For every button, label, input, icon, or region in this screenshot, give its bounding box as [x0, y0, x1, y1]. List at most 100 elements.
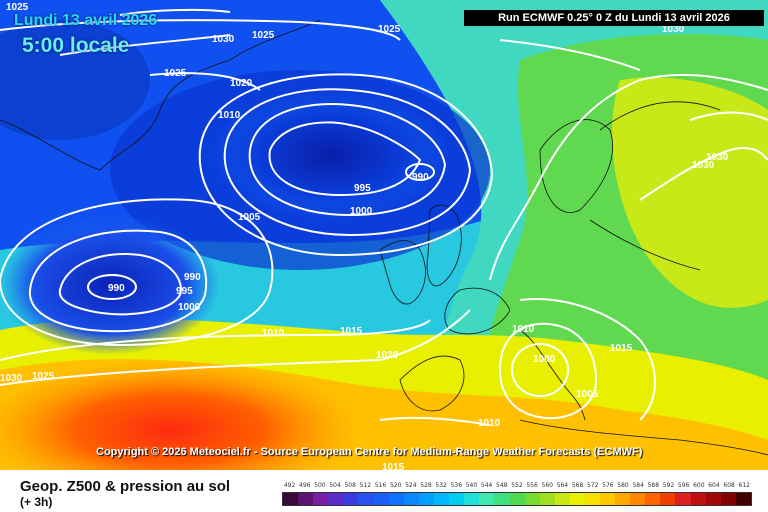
scale-tick-label: 600 [693, 482, 705, 489]
scale-swatch [645, 493, 661, 505]
isobar-label: 1000 [350, 206, 373, 217]
scale-swatch [388, 493, 404, 505]
isobar-label: 1030 [212, 34, 235, 45]
scale-tick-label: 520 [389, 482, 402, 489]
scale-swatch [690, 493, 706, 505]
isobar-label: 1000 [533, 354, 556, 365]
isobar-label: 1025 [32, 371, 55, 382]
scale-swatch [403, 493, 419, 505]
legend-footer: Geop. Z500 & pression au sol (+ 3h) 492 4… [0, 470, 768, 512]
scale-tick-label: 608 [723, 482, 735, 489]
scale-tick-label: 532 [435, 482, 447, 489]
scale-swatch [283, 493, 299, 505]
scale-swatch [479, 493, 495, 505]
isobar-label: 1015 [610, 343, 633, 354]
copyright-notice: Copyright © 2026 Meteociel.fr - Source E… [96, 446, 643, 458]
isobar-label: 1005 [238, 212, 261, 223]
isobar-label: 1025 [6, 2, 29, 13]
scale-tick-label: 612 [738, 482, 750, 489]
scale-tick-label: 556 [526, 482, 538, 489]
field-greenland [0, 20, 150, 140]
isobar-label: 1025 [252, 30, 275, 41]
scale-swatch [615, 493, 631, 505]
isobar-label: 990 [108, 283, 125, 294]
scale-tick-label: 576 [602, 482, 614, 489]
scale-swatch [494, 493, 510, 505]
scale-swatch [328, 493, 344, 505]
scale-swatch [705, 493, 721, 505]
scale-swatch [433, 493, 450, 505]
forecast-step: (+ 3h) [20, 495, 53, 509]
scale-swatch [313, 493, 329, 505]
scale-swatch [449, 493, 465, 505]
scale-swatch [660, 493, 676, 505]
scale-swatch [464, 493, 480, 505]
scale-tick-label: 512 [359, 482, 372, 489]
scale-swatch [720, 493, 736, 505]
isobar-label: 1010 [512, 324, 535, 335]
weather-map: 1025 1030 1025 1025 1020 1010 1025 995 9… [0, 0, 768, 470]
scale-swatch [599, 493, 616, 505]
scale-tick-label: 580 [617, 482, 629, 489]
forecast-time: 5:00 locale [22, 34, 130, 57]
isobar-label: 995 [354, 183, 371, 194]
field-subtropical-high [0, 360, 360, 470]
forecast-date: Lundi 13 avril 2026 [14, 12, 158, 29]
isobar-label: 1030 [692, 160, 715, 171]
scale-tick-label: 584 [632, 482, 644, 489]
scale-tick-label: 504 [329, 482, 341, 489]
scale-tick-label: 524 [405, 482, 417, 489]
isobar-label: 1015 [382, 462, 405, 470]
scale-tick-label: 560 [541, 482, 553, 489]
scale-tick-label: 544 [480, 482, 493, 489]
scale-tick-label: 592 [662, 482, 675, 489]
isobar-label: 1000 [178, 302, 201, 313]
isobar-label: 995 [176, 286, 193, 297]
scale-tick-label: 552 [511, 482, 523, 489]
scale-swatch [735, 493, 751, 505]
coastlines [0, 19, 768, 456]
scale-tick-label: 588 [647, 482, 660, 489]
scale-swatch [675, 493, 691, 505]
scale-tick-label: 496 [299, 482, 311, 489]
isobar-label: 1010 [478, 418, 501, 429]
scale-swatch [298, 493, 314, 505]
isobars [0, 8, 768, 426]
scale-swatch [554, 493, 570, 505]
scale-tick-label: 564 [556, 482, 569, 489]
scale-tick-label: 500 [314, 482, 326, 489]
scale-swatch [358, 493, 374, 505]
isobar-label: 990 [412, 172, 429, 183]
scale-swatch [524, 493, 540, 505]
scale-tick-label: 548 [496, 482, 508, 489]
model-run-label: Run ECMWF 0.25° 0 Z du Lundi 13 avril 20… [464, 10, 764, 26]
scale-tick-label: 604 [708, 482, 720, 489]
scale-tick-label: 536 [450, 482, 463, 489]
field-low-core-b [0, 215, 220, 355]
field-yellow-north [611, 77, 768, 308]
scale-tick-label: 540 [465, 482, 478, 489]
scale-tick-label: 572 [586, 482, 599, 489]
scale-swatch [509, 493, 525, 505]
scale-tick-label: 516 [374, 482, 387, 489]
isobar-label: 1010 [218, 110, 241, 121]
color-scale-bar [282, 492, 752, 506]
scale-swatch [584, 493, 600, 505]
isobar-label: 1010 [262, 328, 285, 339]
scale-swatch [569, 493, 585, 505]
scale-swatch [373, 493, 389, 505]
map-canvas: 1025 1030 1025 1025 1020 1010 1025 995 9… [0, 0, 768, 470]
scale-swatch [343, 493, 359, 505]
isobar-label: 990 [184, 272, 201, 283]
product-title: Geop. Z500 & pression au sol [20, 478, 231, 495]
scale-tick-label: 568 [571, 482, 584, 489]
scale-tick-label: 528 [420, 482, 432, 489]
isobar-label: 1005 [576, 389, 599, 400]
scale-swatch [418, 493, 434, 505]
scale-tick-label: 492 [283, 482, 296, 489]
isobar-label: 1025 [378, 24, 401, 35]
scale-tick-label: 508 [344, 482, 356, 489]
isobar-label: 1020 [376, 350, 399, 361]
isobar-label: 1015 [340, 326, 363, 337]
isobar-label: 1030 [706, 152, 729, 163]
